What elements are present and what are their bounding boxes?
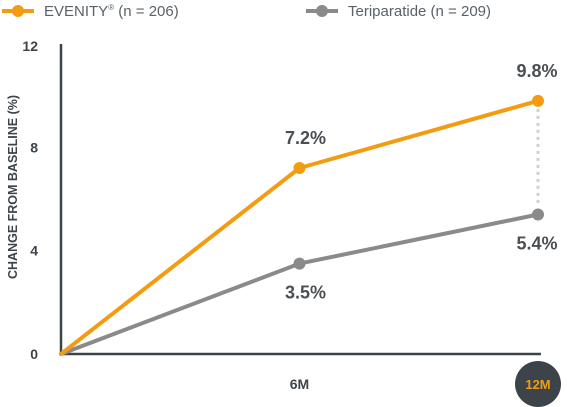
data-labels: 7.2% 9.8% 3.5% 5.4% xyxy=(285,61,558,303)
data-label-teriparatide: 5.4% xyxy=(516,234,557,254)
y-tick-label: 12 xyxy=(22,38,38,54)
data-label-evenity: 9.8% xyxy=(516,61,557,81)
data-point-evenity xyxy=(532,94,544,107)
data-label-evenity: 7.2% xyxy=(285,128,326,148)
x-tick-label: 12M xyxy=(525,377,550,392)
legend-label-teriparatide: Teriparatide (n = 209) xyxy=(348,3,491,20)
legend-n-evenity: (n = 206) xyxy=(114,3,179,20)
legend-label-evenity: EVENITY xyxy=(44,3,108,20)
data-point-teriparatide xyxy=(532,208,544,221)
legend-item-teriparatide: Teriparatide (n = 209) xyxy=(306,3,491,20)
y-axis-label: CHANGE FROM BASELINE (%) xyxy=(6,95,20,279)
data-point-evenity xyxy=(293,162,306,174)
legend-marker-evenity xyxy=(12,5,24,17)
y-tick-label: 4 xyxy=(30,243,38,259)
legend-marker-teriparatide xyxy=(316,5,328,17)
legend-registered-mark: ® xyxy=(108,3,114,12)
x-tick-label: 6M xyxy=(290,376,309,392)
x-tick-badge xyxy=(515,361,561,407)
series xyxy=(59,94,544,356)
data-point-teriparatide xyxy=(293,257,306,270)
y-tick-label: 0 xyxy=(30,346,38,362)
y-ticks: 0 4 8 12 xyxy=(22,38,38,362)
data-label-teriparatide: 3.5% xyxy=(285,283,326,303)
svg-text:EVENITY® (n = 206): EVENITY® (n = 206) xyxy=(44,3,179,20)
x-ticks: 6M 12M xyxy=(290,361,561,407)
y-tick-label: 8 xyxy=(30,139,38,155)
legend-item-evenity: EVENITY® (n = 206) xyxy=(2,3,179,20)
legend: EVENITY® (n = 206) Teriparatide (n = 209… xyxy=(2,3,491,20)
